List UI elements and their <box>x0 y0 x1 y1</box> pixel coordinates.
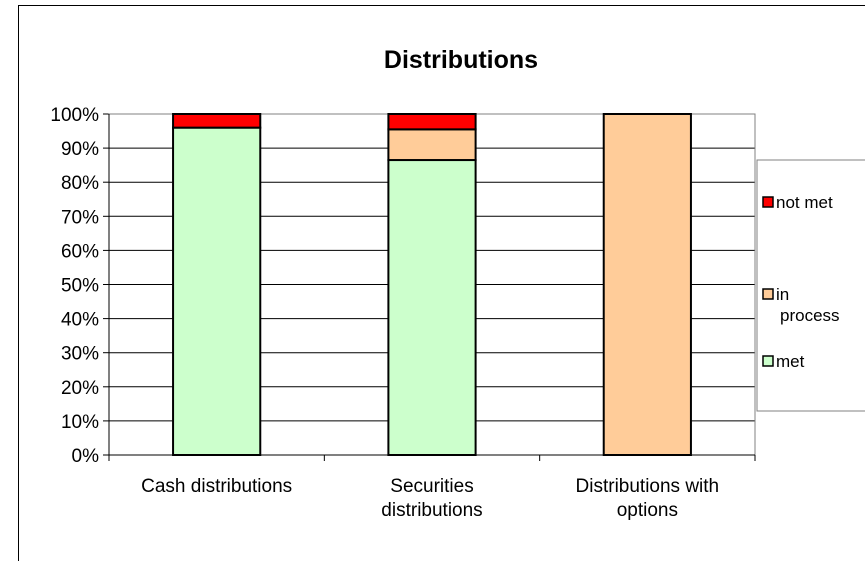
y-tick-label: 50% <box>61 276 99 297</box>
bar-segment <box>387 159 477 456</box>
y-tick-label: 10% <box>61 412 99 433</box>
legend: not met in process met <box>756 159 865 412</box>
axis-labels: 0% 10% 20% 30% 40% 50% 60% 70% 80% 90% 100% Cash di… <box>50 105 719 521</box>
legend-label: not met <box>776 193 833 212</box>
y-tick-label: 40% <box>61 310 99 331</box>
bar-segment <box>172 113 262 129</box>
y-tick-label: 80% <box>61 173 99 194</box>
y-tick-label: 90% <box>61 139 99 160</box>
y-tick-label: 100% <box>50 105 99 126</box>
x-category-label: Securities distributions <box>381 476 482 521</box>
legend-label: met <box>776 352 805 371</box>
chart-title: Distributions <box>384 46 538 74</box>
x-category-label: Cash distributions <box>141 476 292 497</box>
bar-segment <box>387 113 477 131</box>
legend-box <box>756 159 865 412</box>
legend-swatch <box>762 196 774 208</box>
bars <box>172 113 692 456</box>
legend-swatch <box>762 355 774 367</box>
y-tick-label: 60% <box>61 241 99 262</box>
y-tick-label: 70% <box>61 207 99 228</box>
bar-segment <box>172 126 262 456</box>
x-category-label: Distributions with options <box>576 476 720 521</box>
y-tick-label: 0% <box>72 446 100 467</box>
bar-segment <box>387 128 477 162</box>
y-tick-label: 20% <box>61 378 99 399</box>
y-tick-label: 30% <box>61 344 99 365</box>
chart-frame <box>18 5 865 561</box>
legend-label: in process <box>776 285 840 325</box>
bar-segment <box>602 113 692 456</box>
legend-swatch <box>762 288 774 300</box>
